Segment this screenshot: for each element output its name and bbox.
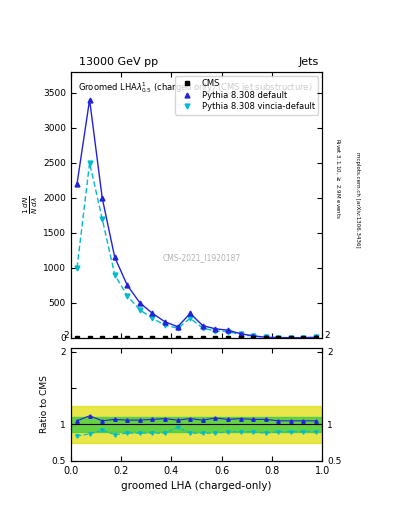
- Pythia 8.308 default: [263, 334, 268, 340]
- Pythia 8.308 vincia-default: [175, 325, 180, 331]
- Bar: [71, 407, 322, 443]
- Pythia 8.308 default: [226, 327, 230, 333]
- Pythia 8.308 default: [200, 323, 205, 329]
- X-axis label: groomed LHA (charged-only): groomed LHA (charged-only): [121, 481, 272, 491]
- Text: CMS-2021_I1920187: CMS-2021_I1920187: [162, 253, 241, 263]
- Pythia 8.308 default: [276, 334, 281, 340]
- CMS: [314, 334, 318, 340]
- CMS: [188, 334, 193, 340]
- CMS: [150, 334, 155, 340]
- Bar: [71, 417, 322, 432]
- Pythia 8.308 vincia-default: [112, 272, 117, 278]
- Line: Pythia 8.308 vincia-default: Pythia 8.308 vincia-default: [75, 160, 318, 340]
- Pythia 8.308 default: [175, 324, 180, 330]
- Pythia 8.308 default: [138, 300, 142, 306]
- Pythia 8.308 vincia-default: [75, 265, 79, 271]
- Pythia 8.308 default: [75, 181, 79, 187]
- CMS: [288, 334, 293, 340]
- Pythia 8.308 default: [251, 333, 255, 339]
- CMS: [263, 334, 268, 340]
- CMS: [163, 334, 167, 340]
- Pythia 8.308 vincia-default: [301, 335, 306, 341]
- Y-axis label: $\frac{1}{N}\frac{dN}{d\lambda}$: $\frac{1}{N}\frac{dN}{d\lambda}$: [22, 196, 40, 214]
- CMS: [251, 334, 255, 340]
- Line: CMS: CMS: [75, 335, 318, 339]
- Pythia 8.308 vincia-default: [288, 335, 293, 341]
- Pythia 8.308 default: [125, 282, 130, 288]
- CMS: [238, 334, 243, 340]
- Pythia 8.308 default: [314, 334, 318, 340]
- Pythia 8.308 default: [301, 335, 306, 341]
- Line: Pythia 8.308 default: Pythia 8.308 default: [75, 97, 318, 340]
- Text: 2: 2: [324, 331, 330, 340]
- Text: Jets: Jets: [298, 56, 318, 67]
- Pythia 8.308 vincia-default: [238, 331, 243, 337]
- CMS: [112, 334, 117, 340]
- CMS: [200, 334, 205, 340]
- Pythia 8.308 vincia-default: [100, 216, 105, 222]
- CMS: [87, 334, 92, 340]
- Pythia 8.308 vincia-default: [138, 307, 142, 313]
- CMS: [276, 334, 281, 340]
- Text: 2: 2: [63, 331, 69, 340]
- Text: Groomed LHA$\lambda^{1}_{0.5}$ (charged only) (CMS jet substructure): Groomed LHA$\lambda^{1}_{0.5}$ (charged …: [78, 80, 313, 95]
- CMS: [226, 334, 230, 340]
- Pythia 8.308 vincia-default: [251, 333, 255, 339]
- Pythia 8.308 vincia-default: [314, 334, 318, 340]
- Text: mcplots.cern.ch [arXiv:1306.3436]: mcplots.cern.ch [arXiv:1306.3436]: [355, 152, 360, 247]
- Pythia 8.308 vincia-default: [213, 328, 218, 334]
- Pythia 8.308 vincia-default: [188, 315, 193, 322]
- Pythia 8.308 vincia-default: [263, 334, 268, 340]
- Text: 13000 GeV pp: 13000 GeV pp: [79, 56, 158, 67]
- Legend: CMS, Pythia 8.308 default, Pythia 8.308 vincia-default: CMS, Pythia 8.308 default, Pythia 8.308 …: [175, 76, 318, 115]
- Y-axis label: Ratio to CMS: Ratio to CMS: [40, 375, 49, 434]
- Pythia 8.308 vincia-default: [200, 325, 205, 331]
- Pythia 8.308 default: [100, 195, 105, 201]
- CMS: [100, 334, 105, 340]
- Pythia 8.308 default: [87, 97, 92, 103]
- CMS: [213, 334, 218, 340]
- Pythia 8.308 vincia-default: [163, 322, 167, 328]
- Pythia 8.308 default: [188, 310, 193, 316]
- Pythia 8.308 vincia-default: [226, 329, 230, 335]
- Pythia 8.308 default: [238, 331, 243, 337]
- CMS: [75, 334, 79, 340]
- Pythia 8.308 default: [288, 335, 293, 341]
- CMS: [175, 334, 180, 340]
- Text: Rivet 3.1.10, $\geq$ 2.9M events: Rivet 3.1.10, $\geq$ 2.9M events: [334, 138, 342, 219]
- CMS: [138, 334, 142, 340]
- Pythia 8.308 default: [150, 310, 155, 316]
- Pythia 8.308 vincia-default: [87, 160, 92, 166]
- Pythia 8.308 vincia-default: [150, 315, 155, 322]
- Pythia 8.308 default: [213, 326, 218, 332]
- Pythia 8.308 vincia-default: [125, 293, 130, 299]
- CMS: [301, 334, 306, 340]
- CMS: [125, 334, 130, 340]
- Pythia 8.308 default: [112, 254, 117, 261]
- Pythia 8.308 vincia-default: [276, 334, 281, 340]
- Pythia 8.308 default: [163, 319, 167, 325]
